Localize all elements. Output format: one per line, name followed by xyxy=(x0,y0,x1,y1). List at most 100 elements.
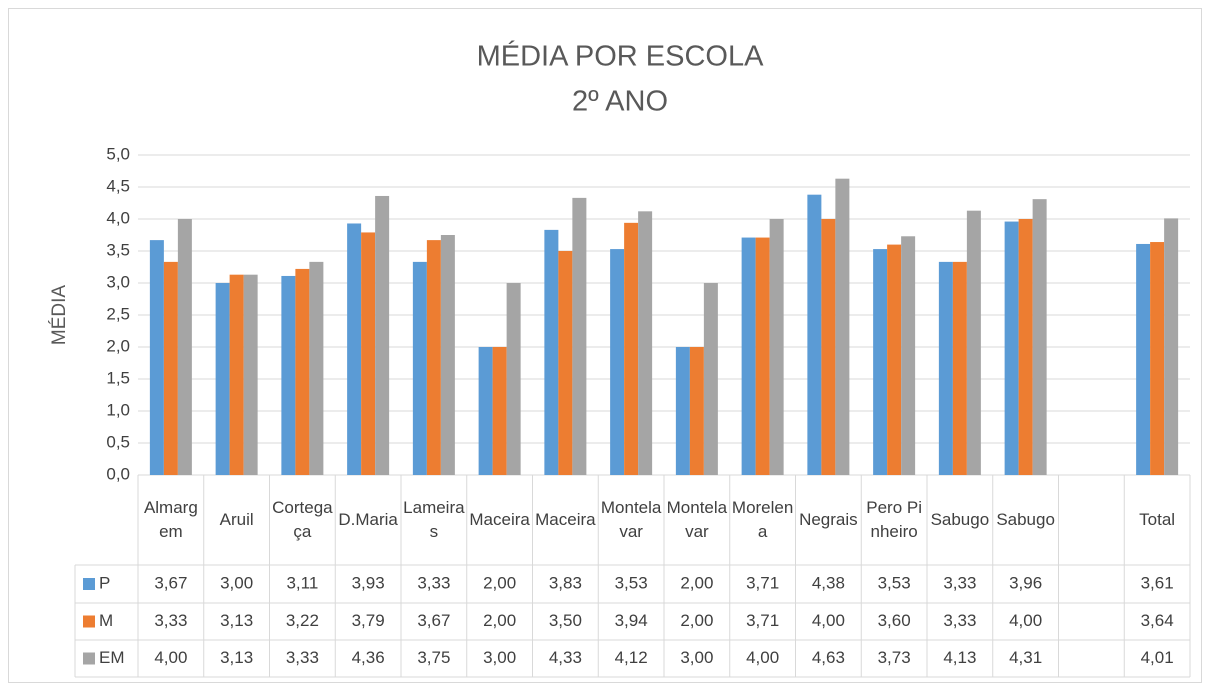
x-tick-label: D.Maria xyxy=(338,510,398,529)
x-tick-cell: Almargem xyxy=(144,498,198,541)
bar xyxy=(149,240,164,475)
bar xyxy=(412,261,427,475)
data-table-value: 3,00 xyxy=(680,648,713,667)
data-table-value: 3,13 xyxy=(220,611,253,630)
bar xyxy=(807,194,822,475)
y-tick-label: 4,0 xyxy=(106,208,130,227)
bar xyxy=(873,249,888,475)
bar xyxy=(741,237,756,475)
data-table-value: 4,00 xyxy=(154,648,187,667)
x-tick-label: Montelavar xyxy=(600,498,662,541)
bar xyxy=(309,261,324,475)
x-tick-cell: Lameiras xyxy=(403,498,465,541)
y-tick-label: 3,5 xyxy=(106,240,130,259)
data-table-value: 4,13 xyxy=(943,648,976,667)
data-table-value: 3,64 xyxy=(1141,611,1174,630)
data-table-value: 3,00 xyxy=(483,648,516,667)
data-table-value: 3,75 xyxy=(417,648,450,667)
x-tick-label: Sabugo xyxy=(996,510,1055,529)
bar xyxy=(295,268,310,475)
y-tick-label: 4,5 xyxy=(106,176,130,195)
bar xyxy=(229,274,244,475)
data-table-value: 3,94 xyxy=(615,611,648,630)
x-tick-cell: D.Maria xyxy=(338,510,398,529)
x-tick-label: Negrais xyxy=(799,510,858,529)
data-table-value: 4,33 xyxy=(549,648,582,667)
bar xyxy=(1164,218,1179,476)
data-table-value: 3,53 xyxy=(878,573,911,592)
y-tick-label: 2,0 xyxy=(106,336,130,355)
y-axis-label: MÉDIA xyxy=(49,285,70,346)
bar xyxy=(952,261,967,475)
data-table-value: 3,67 xyxy=(417,611,450,630)
x-tick-label: Pero Pinheiro xyxy=(866,498,922,541)
data-table-value: 4,12 xyxy=(615,648,648,667)
data-table-value: 3,33 xyxy=(417,573,450,592)
chart-border xyxy=(8,8,1202,683)
x-tick-label xyxy=(1059,475,1125,565)
x-tick-cell: Sabugo xyxy=(931,510,990,529)
legend-swatch xyxy=(83,652,95,665)
data-table-value: 3,00 xyxy=(220,573,253,592)
data-table-value: 4,00 xyxy=(812,611,845,630)
data-table-value: 3,11 xyxy=(286,573,318,592)
x-tick-cell: Total xyxy=(1139,510,1175,529)
bar xyxy=(887,244,902,475)
data-table-value: 3,33 xyxy=(286,648,319,667)
data-table-value: 3,13 xyxy=(220,648,253,667)
x-tick-cell: Pero Pinheiro xyxy=(866,498,922,541)
data-table-value: 4,63 xyxy=(812,648,845,667)
bar xyxy=(703,283,718,475)
data-table-value: 3,93 xyxy=(352,573,385,592)
bar xyxy=(624,222,639,475)
data-table-value: 3,60 xyxy=(878,611,911,630)
data-table-value: 4,36 xyxy=(352,648,385,667)
y-tick-label: 5,0 xyxy=(106,144,130,163)
y-tick-label: 3,0 xyxy=(106,272,130,291)
legend-swatch xyxy=(83,615,95,628)
x-tick-cell: Cortegaça xyxy=(272,498,333,541)
y-tick-label: 1,0 xyxy=(106,400,130,419)
chart-subtitle: 2º ANO xyxy=(572,86,668,118)
bar xyxy=(1032,199,1047,475)
x-tick-label: Montelavar xyxy=(666,498,728,541)
data-table-value: 3,67 xyxy=(154,573,187,592)
x-tick-label: Morelena xyxy=(731,498,794,541)
y-tick-label: 0,0 xyxy=(106,464,130,483)
bar xyxy=(835,178,850,475)
x-tick-cell: Morelena xyxy=(731,498,794,541)
data-table-value: 3,50 xyxy=(549,611,582,630)
bar xyxy=(478,347,493,475)
bar xyxy=(610,249,625,475)
bar xyxy=(1018,219,1033,475)
bar xyxy=(821,219,836,475)
data-table-value: 2,00 xyxy=(483,573,516,592)
x-tick-cell: Negrais xyxy=(799,510,858,529)
data-table-value: 3,33 xyxy=(943,611,976,630)
data-table-value: 3,96 xyxy=(1009,573,1042,592)
x-tick-label: Lameiras xyxy=(403,498,465,541)
x-tick-label: Maceira xyxy=(535,510,596,529)
bar xyxy=(769,219,784,475)
data-table-value: 3,73 xyxy=(878,648,911,667)
data-table-value: 2,00 xyxy=(680,573,713,592)
bar xyxy=(243,274,258,475)
bar xyxy=(492,347,507,475)
bar xyxy=(1136,243,1151,475)
y-tick-label: 2,5 xyxy=(106,304,130,323)
bar xyxy=(375,195,390,475)
bar xyxy=(544,229,559,475)
legend-swatch xyxy=(83,578,95,590)
x-tick-cell: Montelavar xyxy=(600,498,662,541)
bar xyxy=(1150,242,1165,475)
x-tick-label: Cortegaça xyxy=(272,498,333,541)
bar xyxy=(755,237,770,475)
bar xyxy=(572,197,587,475)
data-table-value: 3,83 xyxy=(549,573,582,592)
x-tick-label: Maceira xyxy=(469,510,530,529)
data-table-value: 4,01 xyxy=(1141,648,1174,667)
data-table-value: 3,61 xyxy=(1141,573,1174,592)
bar xyxy=(426,240,441,475)
data-table-value: 3,79 xyxy=(352,611,385,630)
